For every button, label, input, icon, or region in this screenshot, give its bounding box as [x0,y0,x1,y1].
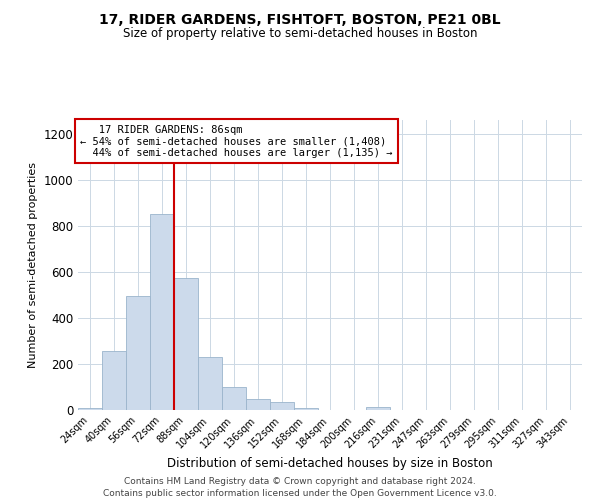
Bar [222,387,246,410]
Bar [174,278,198,410]
Y-axis label: Number of semi-detached properties: Number of semi-detached properties [28,162,38,368]
Bar [246,399,270,410]
Bar [102,350,126,410]
Bar [150,214,174,410]
Text: Contains public sector information licensed under the Open Government Licence v3: Contains public sector information licen… [103,489,497,498]
Bar [270,402,294,410]
Bar [294,408,318,410]
Text: 17 RIDER GARDENS: 86sqm
← 54% of semi-detached houses are smaller (1,408)
  44% : 17 RIDER GARDENS: 86sqm ← 54% of semi-de… [80,124,393,158]
Bar [78,408,102,410]
Bar [198,356,222,410]
Bar [366,407,390,410]
Text: 17, RIDER GARDENS, FISHTOFT, BOSTON, PE21 0BL: 17, RIDER GARDENS, FISHTOFT, BOSTON, PE2… [99,12,501,26]
Text: Contains HM Land Registry data © Crown copyright and database right 2024.: Contains HM Land Registry data © Crown c… [124,478,476,486]
Bar [126,296,150,410]
Text: Size of property relative to semi-detached houses in Boston: Size of property relative to semi-detach… [123,28,477,40]
X-axis label: Distribution of semi-detached houses by size in Boston: Distribution of semi-detached houses by … [167,456,493,469]
